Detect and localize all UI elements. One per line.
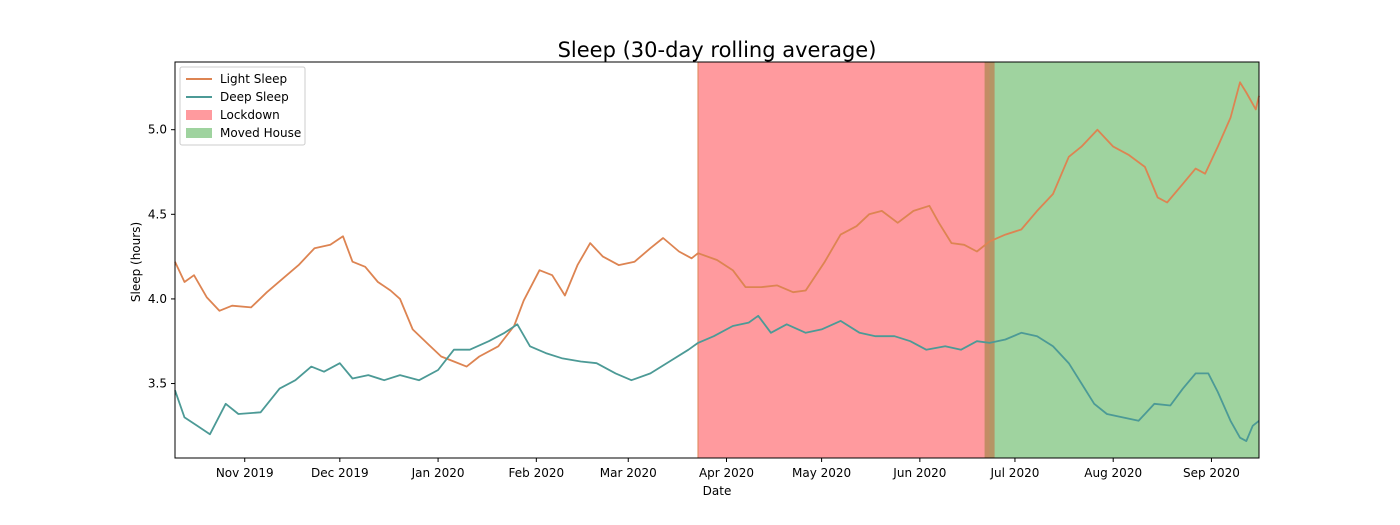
series-light-sleep xyxy=(174,81,1260,368)
plot-frame xyxy=(174,61,1260,459)
legend-label: Light Sleep xyxy=(220,72,287,86)
legend: Light Sleep Deep Sleep Lockdown Moved House xyxy=(179,66,306,146)
legend-label: Moved House xyxy=(220,126,301,140)
chart-title: Sleep (30-day rolling average) xyxy=(558,38,877,62)
x-tick-label: Feb 2020 xyxy=(509,466,565,480)
x-tick-label: May 2020 xyxy=(792,466,851,480)
y-tick-label: 5.0 xyxy=(148,123,167,137)
x-tick-label: Jan 2020 xyxy=(411,466,465,480)
x-tick-label: Aug 2020 xyxy=(1084,466,1142,480)
y-tick-label: 3.5 xyxy=(148,377,167,391)
x-tick-label: Jul 2020 xyxy=(990,466,1040,480)
legend-label: Deep Sleep xyxy=(220,90,289,104)
x-tick-label: Mar 2020 xyxy=(600,466,657,480)
x-axis: Nov 2019 Dec 2019 Jan 2020 Feb 2020 Mar 2020… xyxy=(216,458,1240,480)
y-tick-label: 4.0 xyxy=(148,292,167,306)
y-tick-label: 4.5 xyxy=(148,207,167,221)
legend-swatch xyxy=(186,110,212,120)
plot-area xyxy=(174,62,1260,458)
x-axis-label: Date xyxy=(703,484,732,498)
x-tick-label: Sep 2020 xyxy=(1183,466,1240,480)
legend-label: Lockdown xyxy=(220,108,280,122)
x-tick-label: Dec 2019 xyxy=(311,466,369,480)
span-lockdown xyxy=(697,62,990,458)
span-moved-house xyxy=(989,62,1259,458)
x-tick-label: Apr 2020 xyxy=(699,466,754,480)
y-axis: 3.5 4.0 4.5 5.0 xyxy=(148,123,175,391)
legend-swatch xyxy=(186,128,212,138)
y-axis-label: Sleep (hours) xyxy=(129,222,143,302)
x-tick-label: Jun 2020 xyxy=(892,466,946,480)
series-deep-sleep xyxy=(174,314,1260,442)
legend-box xyxy=(179,66,306,146)
move-transition-band xyxy=(984,62,995,458)
x-tick-label: Nov 2019 xyxy=(216,466,274,480)
